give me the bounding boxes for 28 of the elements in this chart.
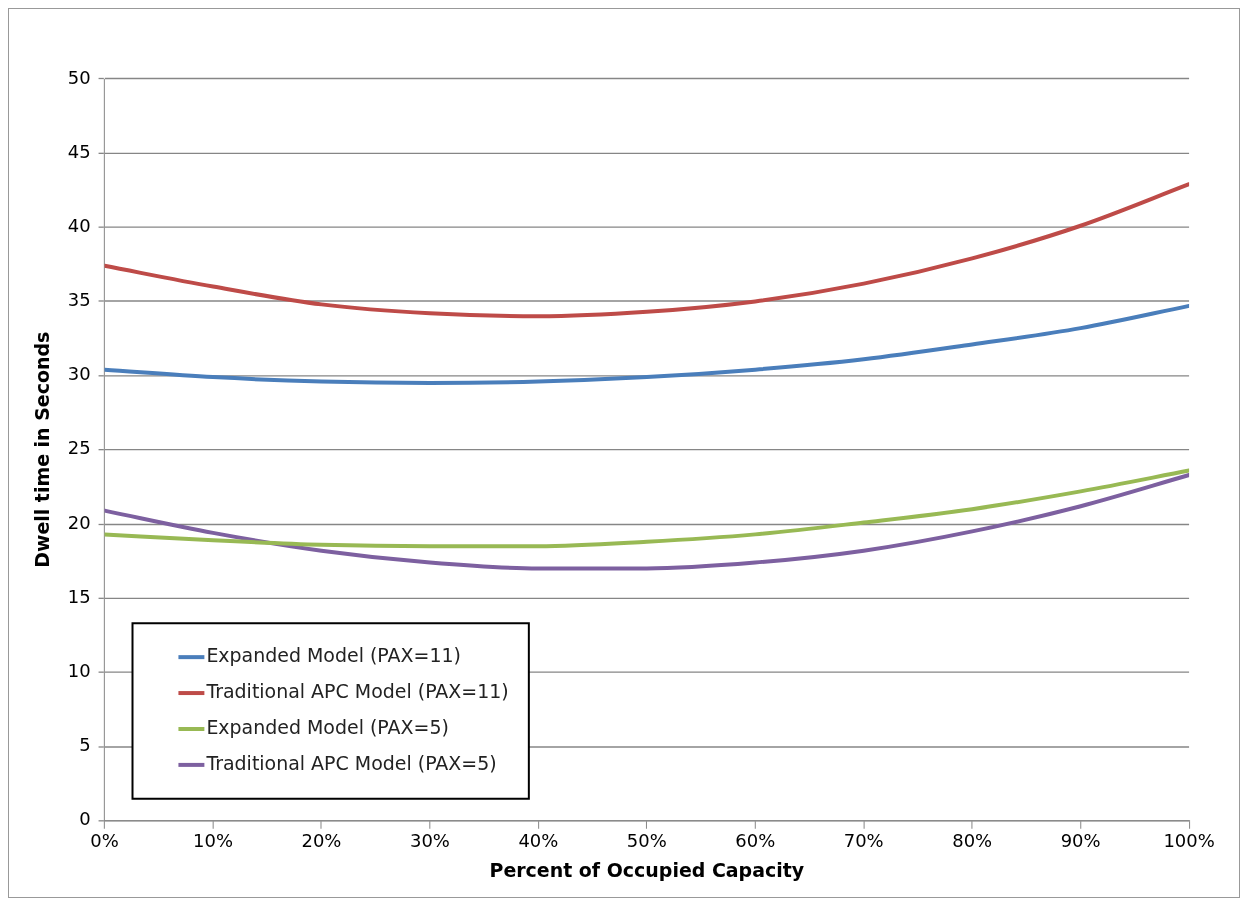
x-tick-label: 40%	[518, 830, 559, 852]
x-tick-label: 10%	[193, 830, 233, 852]
y-tick-label: 25	[67, 437, 91, 459]
x-tick-label: 80%	[952, 830, 993, 852]
x-tick-label: 60%	[735, 830, 776, 852]
x-tick-label: 20%	[301, 830, 342, 852]
y-tick-label: 0	[79, 808, 91, 830]
y-tick-label: 15	[67, 585, 91, 607]
y-tick-label: 45	[67, 140, 91, 162]
y-tick-label: 35	[67, 289, 91, 311]
y-tick-label: 50	[67, 66, 91, 88]
y-tick-label: 30	[67, 363, 91, 385]
x-tick-label: 0%	[90, 830, 119, 852]
x-tick-label: 30%	[409, 830, 450, 852]
x-axis-title: Percent of Occupied Capacity	[489, 858, 805, 881]
legend-label: Traditional APC Model (PAX=11)	[205, 679, 509, 702]
x-tick-label: 100%	[1163, 830, 1215, 852]
y-tick-label: 5	[79, 734, 91, 756]
x-tick-label: 90%	[1060, 830, 1101, 852]
legend-label: Expanded Model (PAX=5)	[206, 715, 449, 738]
y-tick-label: 20	[67, 511, 91, 533]
x-tick-label: 50%	[626, 830, 667, 852]
y-tick-label: 10	[67, 660, 91, 682]
y-axis-title: Dwell time in Seconds	[31, 331, 54, 568]
x-tick-label: 70%	[843, 830, 884, 852]
legend-label: Traditional APC Model (PAX=5)	[205, 751, 497, 774]
legend-label: Expanded Model (PAX=11)	[206, 644, 461, 667]
y-tick-label: 40	[67, 214, 91, 236]
